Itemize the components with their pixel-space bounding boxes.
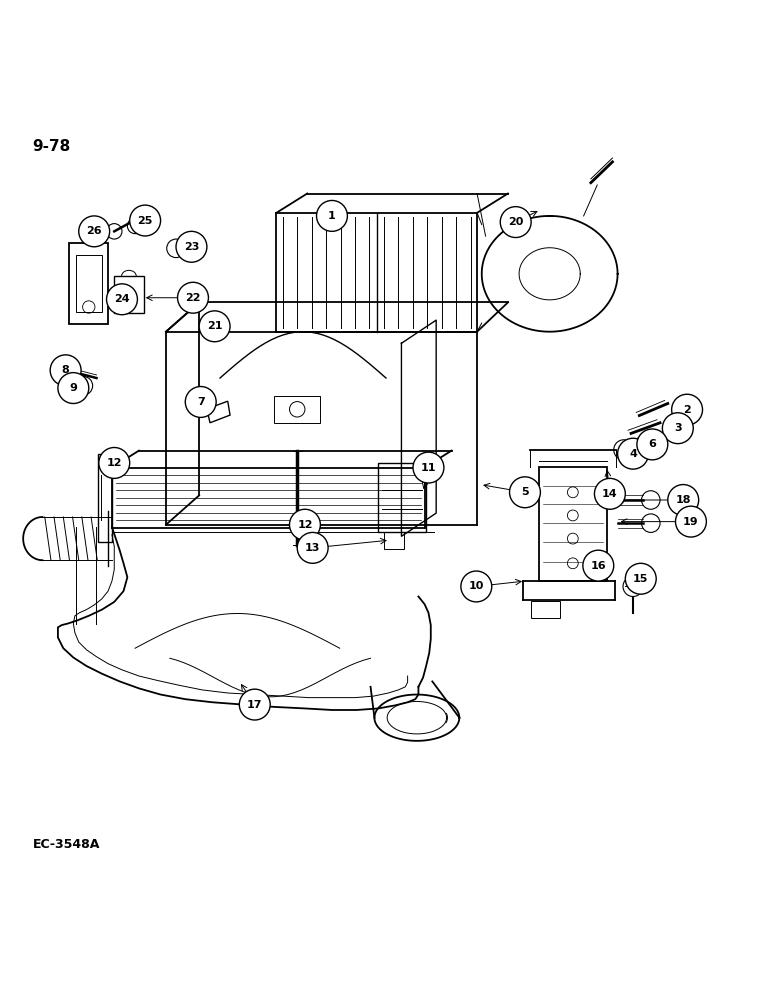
Bar [378, 463, 426, 532]
Circle shape [461, 571, 492, 602]
Circle shape [297, 532, 328, 563]
Bar [539, 467, 607, 581]
Circle shape [107, 284, 137, 315]
Text: 21: 21 [207, 321, 222, 331]
Circle shape [510, 477, 540, 508]
Circle shape [672, 394, 703, 425]
Text: 7: 7 [197, 397, 205, 407]
Text: 3: 3 [674, 423, 682, 433]
Circle shape [130, 205, 161, 236]
Circle shape [500, 207, 531, 238]
Text: 16: 16 [591, 561, 606, 571]
Text: 8: 8 [62, 365, 69, 375]
Circle shape [618, 438, 648, 469]
Text: 17: 17 [247, 700, 262, 710]
Bar [384, 532, 404, 549]
Text: 23: 23 [184, 242, 199, 252]
Circle shape [50, 355, 81, 386]
Text: 13: 13 [305, 543, 320, 553]
Circle shape [178, 282, 208, 313]
Circle shape [625, 563, 656, 594]
Text: EC-3548A: EC-3548A [32, 838, 100, 851]
Circle shape [185, 387, 216, 417]
Text: 10: 10 [469, 581, 484, 591]
Bar [207, 316, 222, 330]
Circle shape [290, 509, 320, 540]
Text: 24: 24 [114, 294, 130, 304]
Bar [274, 396, 320, 423]
Text: 20: 20 [508, 217, 523, 227]
Circle shape [594, 478, 625, 509]
Text: 1: 1 [328, 211, 336, 221]
Text: 18: 18 [676, 495, 691, 505]
Circle shape [583, 550, 614, 581]
Text: 9: 9 [69, 383, 77, 393]
Text: 12: 12 [107, 458, 122, 468]
Bar [69, 243, 108, 324]
Circle shape [637, 429, 668, 460]
Text: 5: 5 [521, 487, 529, 497]
Text: 19: 19 [683, 517, 699, 527]
Circle shape [239, 689, 270, 720]
Text: 9-78: 9-78 [32, 139, 71, 154]
Circle shape [413, 452, 444, 483]
Bar [114, 276, 144, 313]
Text: 14: 14 [602, 489, 618, 499]
Bar [531, 601, 560, 618]
Text: 15: 15 [633, 574, 648, 584]
Circle shape [317, 200, 347, 231]
Circle shape [676, 506, 706, 537]
Circle shape [662, 413, 693, 444]
Text: 26: 26 [86, 226, 102, 236]
Circle shape [176, 231, 207, 262]
Text: 22: 22 [185, 293, 201, 303]
Bar [76, 255, 102, 312]
Text: 2: 2 [683, 405, 691, 415]
Circle shape [99, 448, 130, 478]
Text: 25: 25 [137, 216, 153, 226]
Text: 12: 12 [297, 520, 313, 530]
Circle shape [199, 311, 230, 342]
Text: 4: 4 [629, 449, 637, 459]
Bar [98, 454, 112, 542]
Text: 6: 6 [648, 439, 656, 449]
Text: 11: 11 [421, 463, 436, 473]
Circle shape [58, 373, 89, 403]
Circle shape [79, 216, 110, 247]
Circle shape [668, 485, 699, 515]
